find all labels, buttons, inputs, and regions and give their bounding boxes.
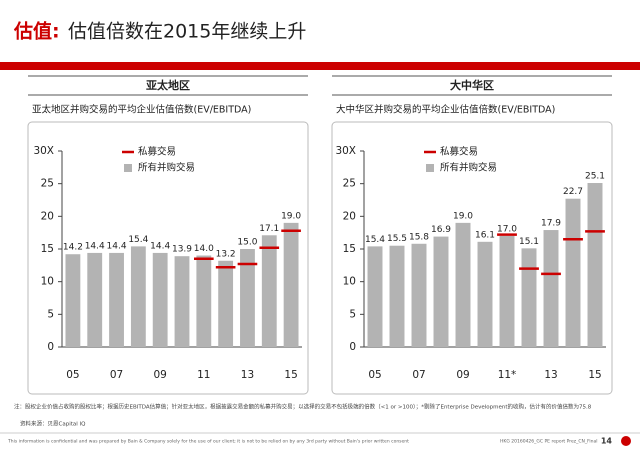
y-tick-label: 5 [47, 308, 54, 320]
x-tick-label: 11 [197, 369, 210, 381]
x-tick-label: 15 [284, 369, 297, 381]
logo [621, 436, 631, 446]
y-tick-label: 25 [41, 178, 54, 190]
y-tick-label: 0 [47, 341, 54, 353]
y-tick-label: 15 [41, 243, 54, 255]
x-tick-label: 13 [241, 369, 254, 381]
value-label: 25.1 [585, 172, 605, 182]
x-tick-label: 13 [544, 369, 557, 381]
legend-swatch [124, 164, 132, 172]
value-label: 17.0 [497, 224, 517, 234]
value-label: 19.0 [281, 211, 301, 221]
value-label: 14.2 [63, 243, 83, 253]
bar [130, 246, 146, 347]
y-tick-label: 10 [41, 276, 54, 288]
bar [433, 236, 449, 347]
value-label: 13.9 [172, 245, 192, 255]
value-label: 15.8 [409, 232, 429, 242]
page-number: 14 [601, 437, 613, 446]
bar [389, 245, 405, 347]
bar [218, 260, 234, 347]
value-label: 15.1 [519, 237, 539, 247]
x-tick-label: 05 [66, 369, 79, 381]
y-tick-label: 20 [343, 210, 356, 222]
note: 注：股权企业价值占收购的股权比率；根据历史EBITDA估算值；针对亚太地区，根据… [14, 403, 592, 411]
panel-title: 大中华区 [450, 78, 494, 92]
bar [587, 183, 603, 347]
title: 估值倍数在2015年继续上升 [68, 21, 306, 43]
value-label: 17.9 [541, 219, 561, 229]
value-label: 14.4 [107, 241, 127, 251]
bar [174, 256, 190, 347]
doc-code: HKG 20160426_GC PE report Prez_CN_Final [500, 439, 598, 445]
value-label: 15.5 [387, 234, 407, 244]
x-tick-label: 05 [368, 369, 381, 381]
legend-label: 私募交易 [440, 146, 478, 158]
panel-title: 亚太地区 [146, 78, 190, 92]
bar [477, 241, 493, 347]
value-label: 14.0 [194, 244, 214, 254]
value-label: 16.9 [431, 225, 451, 235]
bar [87, 252, 103, 347]
y-tick-label: 25 [343, 178, 356, 190]
bar [109, 252, 124, 347]
legend-label: 私募交易 [138, 146, 176, 158]
value-label: 13.2 [216, 249, 236, 259]
bar [196, 255, 212, 347]
y-tick-label: 10 [343, 276, 356, 288]
x-tick-label: 07 [110, 369, 123, 381]
bar [65, 254, 81, 347]
value-label: 19.0 [453, 211, 473, 221]
value-label: 15.0 [237, 238, 257, 248]
bar [543, 230, 559, 347]
bar [152, 252, 168, 347]
value-label: 16.1 [475, 230, 495, 240]
value-label: 14.4 [150, 241, 170, 251]
y-tick-label: 5 [349, 308, 356, 320]
y-tick-label: 30X [33, 145, 54, 157]
bar [565, 198, 581, 347]
x-tick-label: 09 [456, 369, 469, 381]
x-tick-label: 11* [498, 369, 517, 381]
value-label: 22.7 [563, 187, 583, 197]
bar [367, 246, 383, 347]
bar [240, 249, 255, 347]
x-tick-label: 09 [153, 369, 166, 381]
x-tick-label: 07 [412, 369, 425, 381]
legend-label: 所有并购交易 [440, 162, 497, 174]
bar [499, 235, 515, 347]
source: 资料来源：贝恩Capital IQ [20, 420, 86, 428]
title-label: 估值: [13, 20, 60, 43]
bar [283, 222, 299, 347]
legend-label: 所有并购交易 [138, 162, 195, 174]
chart-subtitle: 亚太地区并购交易的平均企业估值倍数(EV/EBITDA) [32, 104, 251, 116]
y-tick-label: 20 [41, 210, 54, 222]
bar [411, 243, 427, 347]
bar [521, 248, 537, 347]
x-tick-label: 15 [588, 369, 601, 381]
value-label: 15.4 [365, 235, 385, 245]
value-label: 14.4 [85, 241, 105, 251]
bar [455, 222, 471, 347]
y-tick-label: 15 [343, 243, 356, 255]
value-label: 15.4 [128, 235, 148, 245]
panel-frame [331, 121, 613, 395]
bar [261, 235, 277, 347]
legend-swatch [426, 164, 434, 172]
y-tick-label: 0 [349, 341, 356, 353]
chart-subtitle: 大中华区并购交易的平均企业估值倍数(EV/EBITDA) [336, 104, 555, 116]
title-rule [0, 62, 640, 70]
y-tick-label: 30X [335, 145, 356, 157]
panel-frame [27, 121, 309, 395]
value-label: 17.1 [259, 224, 279, 234]
disclaimer: This information is confidential and was… [7, 439, 409, 445]
